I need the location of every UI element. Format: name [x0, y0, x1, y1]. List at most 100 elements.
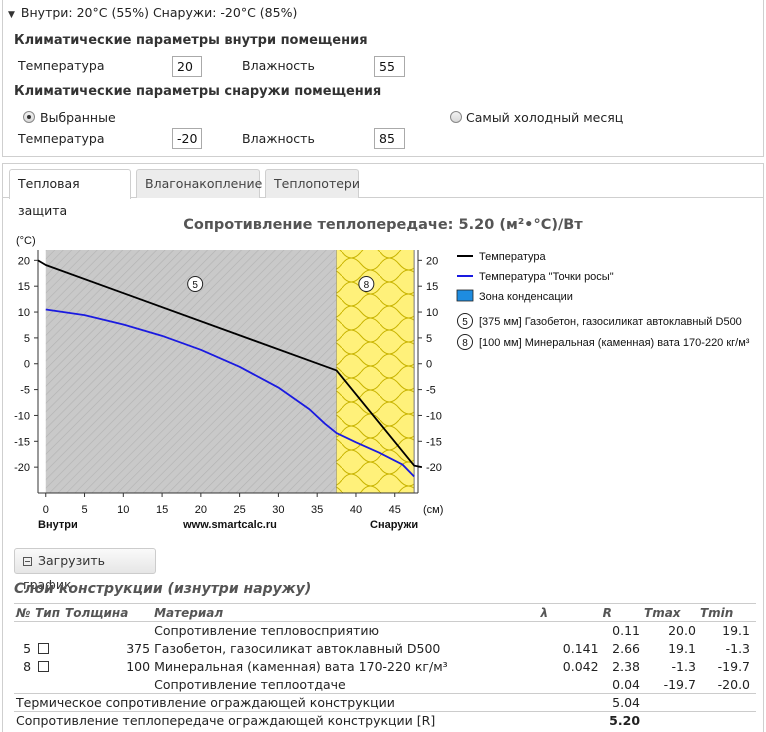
legend-marker-label-4: 8 [462, 338, 468, 349]
chart-title: Сопротивление теплопередаче: 5.20 (м²•°C… [183, 217, 583, 233]
total-resistance-value: 5.20 [600, 711, 643, 730]
table-row: Сопротивление тепловосприятию 0.11 20.0 … [14, 622, 756, 640]
thermal-resistance-row: Термическое сопротивление ограждающей ко… [14, 693, 756, 712]
y-tick-label-right: -15 [426, 436, 442, 448]
radio-selected-label: Выбранные [40, 110, 116, 125]
cell-tmin: -1.3 [725, 641, 750, 656]
layer-checkbox[interactable] [38, 661, 50, 672]
cell-lambda [538, 676, 600, 694]
legend-label-1: Температура "Точки росы" [479, 271, 614, 283]
outside-temp-input[interactable]: -20 [172, 128, 202, 149]
y-tick-label-left: -10 [14, 410, 30, 422]
thermal-resistance-value: 5.04 [600, 693, 643, 712]
y-tick-label-right: 5 [426, 333, 432, 345]
layer-checkbox[interactable] [38, 643, 50, 654]
tab-moisture[interactable]: Влагонакопление [136, 169, 262, 198]
inside-title: Климатические параметры внутри помещения [14, 33, 368, 48]
legend-swatch-2 [456, 289, 474, 302]
cell-no [14, 622, 33, 640]
layer-5-marker-label: 5 [192, 280, 198, 291]
tab-bar [2, 163, 764, 198]
y-tick-label-left: 0 [24, 359, 30, 371]
y-tick-label-right: -5 [426, 385, 436, 397]
save-icon [23, 557, 32, 566]
y-tick-label-left: -5 [20, 385, 30, 397]
layers-title: Слои конструкции (изнутри наружу) [14, 581, 312, 597]
temperature-chart: 5 8 20 20 15 15 10 10 5 5 0 0 -5 -5 -10 -10 -15 -15 -20 -20… [14, 235, 750, 531]
x-tick-label: 30 [272, 504, 284, 516]
inside-temp-label: Температура [18, 58, 105, 73]
legend-marker-label-3: 5 [462, 317, 468, 328]
col-header-r: R [600, 603, 643, 622]
cell-thickness [63, 622, 152, 640]
y-tick-label-left: 20 [18, 255, 30, 267]
legend-label-2: Зона конденсации [479, 291, 573, 303]
x-unit-label: (см) [423, 504, 443, 516]
total-resistance-label: Сопротивление теплопередаче ограждающей … [14, 711, 601, 730]
cell-tmax: -1.3 [671, 659, 696, 674]
cell-r: 2.66 [612, 641, 641, 656]
legend-marker-3 [457, 313, 473, 329]
legend-label-3: [375 мм] Газобетон, газосиликат автоклав… [479, 316, 742, 328]
cell-tmax: -19.7 [663, 676, 696, 692]
cell-tmin: -19.7 [717, 659, 750, 674]
cell-thickness: 100 [126, 659, 151, 674]
inside-hum-input[interactable]: 55 [374, 56, 405, 77]
tab-heat-loss[interactable]: Теплопотери [265, 169, 360, 198]
radio-coldest-month-label: Самый холодный месяц [466, 110, 624, 125]
cell-lambda: 0.141 [562, 641, 599, 656]
y-unit-label: (°C) [16, 235, 36, 247]
x-tick-label: 5 [81, 504, 87, 516]
radio-coldest-month[interactable] [450, 111, 462, 123]
cell-no: 5 [23, 641, 32, 656]
y-tick-label-left: -15 [14, 436, 30, 448]
radio-selected[interactable] [23, 111, 35, 123]
y-tick-label-left: 15 [18, 281, 30, 293]
cell-tmin: -20.0 [717, 676, 750, 692]
layers-table: № Тип Толщина Материал λ R Tmax Tmin Соп… [14, 603, 756, 730]
y-tick-label-left: 5 [24, 333, 30, 345]
y-tick-label-right: 20 [426, 255, 438, 267]
y-tick-label-right: 15 [426, 281, 438, 293]
y-tick-label-right: -10 [426, 410, 442, 422]
y-tick-label-left: 10 [18, 307, 30, 319]
table-row: 8 100 Минеральная (каменная) вата 170-22… [14, 658, 756, 676]
table-row: Сопротивление теплоотдаче 0.04 -19.7 -20… [14, 676, 756, 694]
table-row: 5 375 Газобетон, газосиликат автоклавный… [14, 640, 756, 658]
x-tick-label: 20 [195, 504, 207, 516]
series-temperature-line [37, 259, 423, 469]
col-header-tmax: Tmax [642, 603, 698, 622]
download-chart-button[interactable]: Загрузить график [14, 548, 156, 592]
col-header-material: Материал [152, 603, 539, 622]
cell-tmax: 19.1 [668, 641, 696, 656]
col-header-thickness: Толщина [63, 603, 153, 622]
cell-tmax: 20.0 [668, 623, 696, 639]
climate-summary-label: Внутри: 20°C (55%) Снаружи: -20°C (85%) [20, 5, 298, 20]
y-tick-label-left: -20 [14, 462, 30, 474]
cell-lambda [538, 622, 600, 640]
cell-type [33, 676, 63, 694]
cell-tmin: 19.1 [722, 623, 750, 639]
cell-material: Газобетон, газосиликат автоклавный D500 [154, 641, 441, 656]
climate-summary-toggle[interactable]: ▼ Внутри: 20°C (55%) Снаружи: -20°C (85%) [8, 5, 297, 20]
x-tick-label: 25 [234, 504, 246, 516]
inside-hum-label: Влажность [242, 58, 315, 73]
tab-thermal-protection[interactable]: Тепловая защита [9, 169, 131, 218]
x-tick-label: 10 [117, 504, 129, 516]
cell-no: 8 [23, 659, 32, 674]
outside-title: Климатические параметры снаружи помещени… [14, 84, 382, 99]
x-right-label: Снаружи [370, 519, 418, 531]
cell-thickness: 375 [126, 641, 151, 656]
x-left-label: Внутри [38, 519, 78, 531]
cell-r: 0.11 [612, 623, 641, 639]
cell-r: 0.04 [612, 676, 641, 692]
cell-material: Минеральная (каменная) вата 170-220 кг/м… [154, 659, 448, 674]
inside-temp-input[interactable]: 20 [172, 56, 202, 77]
col-header-tmin: Tmin [697, 603, 756, 622]
layer-5-marker [187, 276, 204, 292]
series-dew-point-line [45, 308, 415, 478]
y-tick-label-right: -20 [426, 462, 442, 474]
outside-hum-input[interactable]: 85 [374, 128, 405, 149]
cell-lambda: 0.042 [562, 659, 599, 674]
x-tick-label: 40 [350, 504, 362, 516]
